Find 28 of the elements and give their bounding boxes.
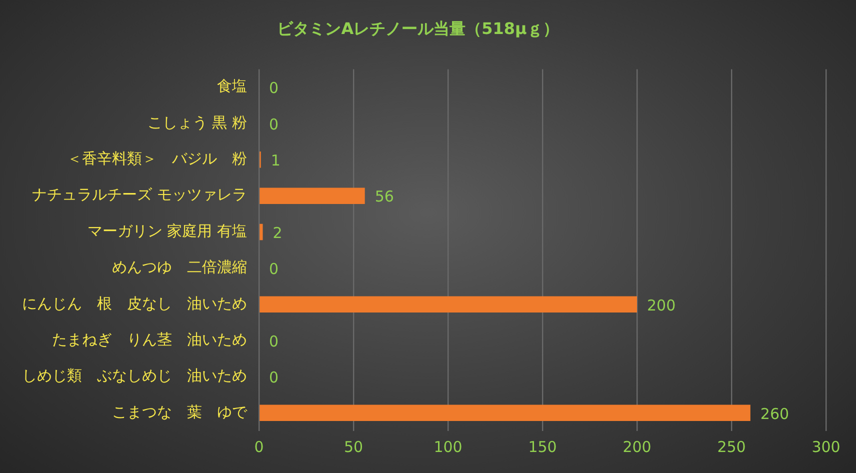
x-tick-label: 200 xyxy=(622,438,652,456)
x-tick-label: 50 xyxy=(344,438,364,456)
x-tick-label: 0 xyxy=(254,438,264,456)
x-tick-label: 300 xyxy=(812,438,840,456)
x-tick-label: 100 xyxy=(434,438,462,456)
y-tick-label: マーガリン 家庭用 有塩 xyxy=(87,222,247,240)
data-label: 0 xyxy=(269,332,279,350)
x-tick-label: 150 xyxy=(528,438,557,456)
data-label: 0 xyxy=(269,368,279,387)
data-label: 0 xyxy=(269,260,279,278)
data-label: 2 xyxy=(272,224,282,242)
data-label: 1 xyxy=(270,152,280,170)
data-label: 0 xyxy=(269,79,279,98)
data-label: 200 xyxy=(647,296,676,314)
y-tick-label: しめじ類 ぶなしめじ 油いため xyxy=(22,366,247,385)
data-label: 56 xyxy=(374,188,394,206)
y-tick-label: たまねぎ りん茎 油いため xyxy=(52,330,247,348)
y-tick-label: めんつゆ 二倍濃縮 xyxy=(112,258,247,276)
data-label: 260 xyxy=(760,404,790,423)
y-tick-label: ＜香辛料類＞ バジル 粉 xyxy=(67,150,247,168)
chart-title: ビタミンAレチノール当量（518μｇ） xyxy=(277,18,559,38)
y-tick-label: こしょう 黒 粉 xyxy=(147,113,247,132)
y-tick-label: ナチュラルチーズ モッツァレラ xyxy=(32,186,247,204)
y-tick-label: にんじん 根 皮なし 油いため xyxy=(22,294,247,312)
x-tick-label: 250 xyxy=(717,438,746,456)
data-label: 0 xyxy=(269,115,279,134)
y-tick-label: こまつな 葉 ゆで xyxy=(112,402,248,421)
y-tick-label: 食塩 xyxy=(217,77,247,96)
